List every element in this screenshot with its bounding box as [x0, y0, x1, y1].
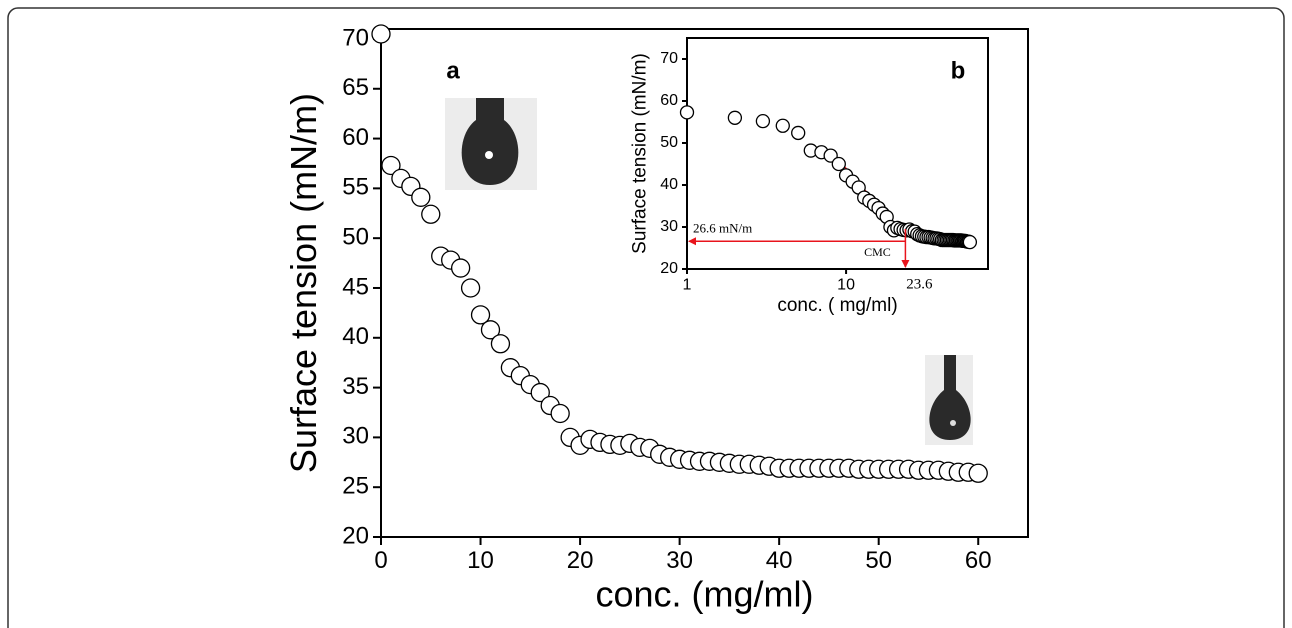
x-tick-label: 1 [683, 276, 692, 293]
data-point [381, 155, 401, 176]
data-point [460, 278, 481, 298]
frame [7, 7, 1285, 628]
data-point [550, 403, 570, 424]
x-tick-label: 30 [666, 547, 693, 574]
data-point [490, 334, 511, 354]
chart: 20 25 30 35 40 45 50 55 60 65 70 0 10 20 30 40 50 60 conc.… [283, 24, 1029, 615]
data-point [831, 156, 846, 172]
droplet-image-a [445, 98, 537, 190]
data-point [450, 258, 471, 278]
y-tick-label: 25 [342, 473, 369, 500]
data-point [530, 382, 550, 403]
cmc-value-label: 23.6 [906, 277, 933, 293]
data-point [470, 305, 491, 325]
data-point [962, 234, 978, 250]
data-point [791, 125, 806, 141]
x-tick-label: 60 [965, 547, 992, 574]
data-point [411, 187, 431, 207]
arrow-head [901, 260, 910, 268]
y-tick-label: 40 [342, 323, 369, 350]
y-axis-label: Surface tension (mN/m) [629, 53, 650, 254]
data-point [480, 320, 501, 340]
arrow-head [688, 237, 696, 246]
y-tick-label: 30 [660, 218, 678, 235]
x-tick-label: 20 [567, 547, 594, 574]
droplet-image-b [925, 355, 973, 445]
tension-label: 26.6 mN/m [693, 220, 752, 235]
data-point [371, 24, 391, 44]
x-axis-label: conc. (mg/ml) [595, 574, 813, 615]
y-tick-label: 70 [342, 24, 369, 51]
data-point [755, 114, 771, 129]
chart: 20 30 40 50 60 70 1 10 conc. ( mg/ml) Surface ten… [629, 37, 989, 316]
data-point [775, 118, 790, 133]
y-tick-label: 40 [660, 176, 678, 193]
y-tick-label: 60 [660, 92, 678, 109]
cmc-label: CMC [864, 245, 891, 259]
y-tick-label: 20 [660, 260, 678, 277]
plot-area [380, 28, 1029, 538]
y-tick-label: 30 [342, 423, 369, 450]
y-tick-label: 50 [660, 134, 678, 151]
y-tick-label: 45 [342, 273, 369, 300]
x-tick-label: 10 [837, 276, 855, 293]
y-tick-label: 55 [342, 174, 369, 201]
panel-label: b [951, 57, 966, 84]
y-tick-label: 60 [342, 124, 369, 151]
data-point [679, 105, 695, 120]
panel-label: a [446, 57, 460, 84]
data-point [968, 463, 988, 483]
x-tick-label: 40 [766, 547, 793, 574]
y-tick-label: 65 [342, 74, 369, 101]
x-tick-label: 0 [374, 547, 387, 574]
y-tick-label: 20 [342, 522, 369, 549]
data-point [727, 110, 743, 125]
y-tick-label: 70 [660, 50, 678, 67]
y-tick-label: 50 [342, 224, 369, 251]
x-tick-label: 10 [467, 547, 494, 574]
y-axis-label: Surface tension (mN/m) [283, 93, 324, 473]
y-tick-label: 35 [342, 373, 369, 400]
x-axis-label: conc. ( mg/ml) [777, 295, 897, 316]
x-tick-label: 50 [865, 547, 892, 574]
data-point [421, 204, 441, 224]
